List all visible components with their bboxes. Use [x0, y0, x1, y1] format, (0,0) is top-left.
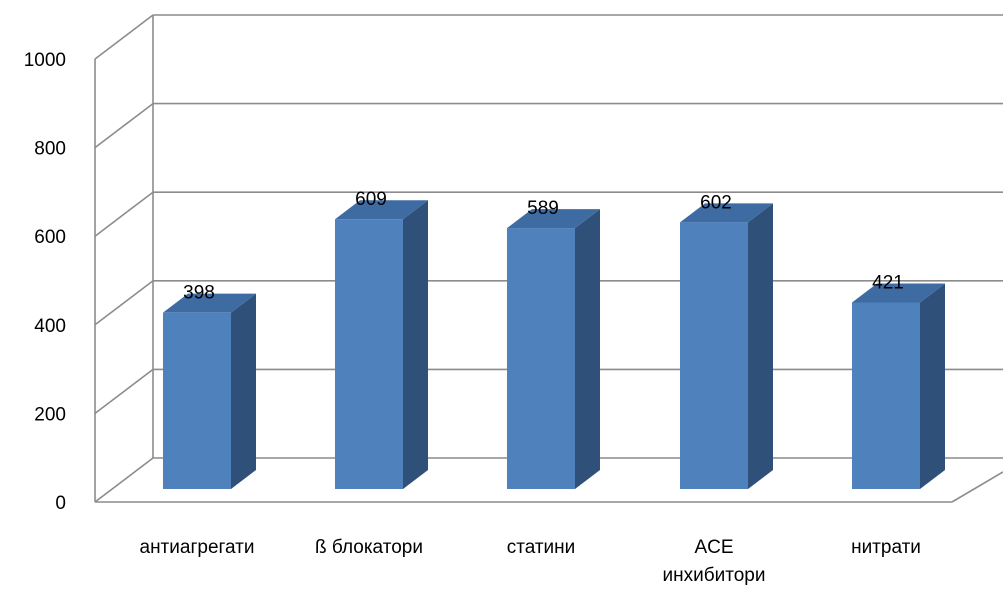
bar	[335, 200, 428, 489]
bar-top	[163, 293, 256, 313]
y-tick-label: 600	[34, 227, 66, 248]
x-category-label: статини	[507, 537, 576, 558]
gridline-diagonal	[94, 368, 154, 415]
x-category-label-line: антиагрегати	[140, 537, 255, 558]
x-category-label-line: ß блокатори	[315, 537, 423, 558]
bar-front	[680, 222, 748, 489]
data-label: 589	[527, 198, 559, 219]
y-tick-label: 200	[34, 404, 66, 425]
gridline-diagonal	[94, 102, 154, 149]
bar	[852, 283, 945, 489]
x-category-label: антиагрегати	[140, 537, 255, 558]
y-tick-label: 1000	[24, 50, 66, 71]
x-category-label-line: статини	[507, 537, 576, 558]
bar-top	[852, 283, 945, 303]
gridline-diagonal	[94, 14, 154, 60]
floor-right-edge	[951, 471, 1003, 503]
gridline-diagonal	[94, 191, 154, 237]
bar-side	[575, 209, 600, 489]
data-labels: 398 609 589 602 421	[183, 189, 904, 303]
x-category-label-line: ACE	[694, 537, 733, 558]
bar-side	[231, 293, 256, 489]
gridline-diagonal	[94, 280, 154, 326]
data-label: 398	[183, 283, 215, 304]
bar-top	[335, 200, 428, 220]
data-label: 602	[700, 192, 732, 213]
data-label: 609	[355, 189, 387, 210]
bar-front	[163, 312, 231, 489]
x-category-label: ß блокатори	[315, 537, 423, 558]
x-category-label: нитрати	[851, 537, 921, 558]
y-axis-tick-labels: 0 200 400 600 800 1000	[24, 50, 66, 514]
bar-front	[852, 302, 920, 489]
x-category-label-line: инхибитори	[663, 565, 766, 586]
x-category-label: ACE инхибитори	[663, 537, 766, 586]
bar	[163, 293, 256, 489]
bar-side	[403, 200, 428, 489]
bars	[163, 200, 945, 489]
bar-front	[335, 219, 403, 489]
x-category-label-line: нитрати	[851, 537, 921, 558]
bar-top	[507, 209, 600, 229]
gridline-diagonal	[94, 457, 154, 503]
bar-front	[507, 228, 575, 489]
bar-top	[680, 203, 773, 223]
y-tick-label: 400	[34, 316, 66, 337]
bar	[680, 203, 773, 489]
bar	[507, 209, 600, 489]
x-axis-category-labels: антиагрегати ß блокатори статини ACE инхибит…	[140, 537, 921, 586]
y-tick-label: 0	[55, 493, 66, 514]
y-tick-label: 800	[34, 139, 66, 160]
bar-side	[920, 283, 945, 489]
data-label: 421	[872, 272, 904, 293]
bar-side	[748, 203, 773, 489]
